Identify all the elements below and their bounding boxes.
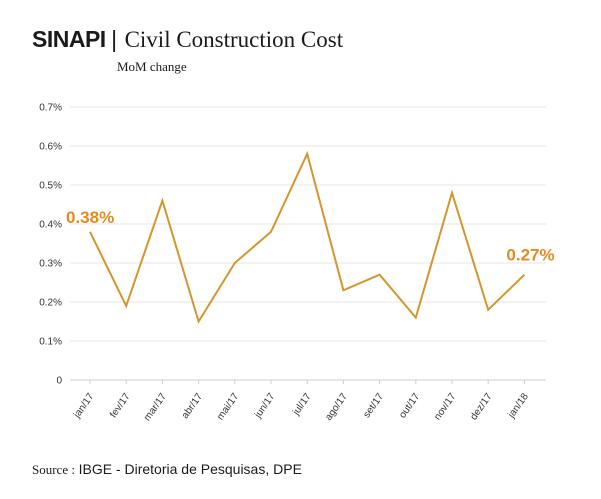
x-tick-label: jan/18 bbox=[506, 391, 531, 421]
data-point bbox=[89, 231, 91, 233]
data-point bbox=[487, 309, 489, 311]
x-tick-label: jul/17 bbox=[290, 391, 314, 418]
x-tick-label: ago/17 bbox=[323, 391, 350, 423]
source-note: Source : IBGE - Diretoria de Pesquisas, … bbox=[32, 461, 302, 478]
data-point bbox=[125, 305, 127, 307]
x-tick-label: jun/17 bbox=[252, 391, 277, 421]
y-tick-label: 0.1% bbox=[39, 337, 62, 348]
last-value-callout: 0.27% bbox=[506, 246, 554, 265]
y-tick-label: 0.3% bbox=[39, 259, 62, 270]
x-tick-label: mai/17 bbox=[215, 391, 241, 422]
first-value-callout: 0.38% bbox=[66, 208, 114, 227]
y-tick-label: 0.7% bbox=[39, 103, 62, 114]
chart-title: SINAPI | Civil Construction Cost bbox=[32, 26, 343, 53]
data-point bbox=[234, 262, 236, 264]
y-tick-label: 0.4% bbox=[39, 220, 62, 231]
y-tick-label: 0.5% bbox=[39, 181, 62, 192]
x-tick-label: fev/17 bbox=[108, 391, 133, 420]
x-tick-label: nov/17 bbox=[432, 391, 458, 422]
data-point bbox=[342, 289, 344, 291]
x-tick-label: mar/17 bbox=[142, 391, 169, 423]
series-line bbox=[89, 150, 526, 324]
data-point bbox=[270, 231, 272, 233]
data-point bbox=[306, 153, 308, 155]
title-text: Civil Construction Cost bbox=[124, 27, 344, 52]
data-point bbox=[451, 192, 453, 194]
data-point bbox=[379, 274, 381, 276]
data-point bbox=[161, 200, 163, 202]
data-point bbox=[415, 317, 417, 319]
data-point bbox=[523, 274, 525, 276]
title-brand: SINAPI bbox=[32, 26, 106, 52]
title-separator: | bbox=[111, 26, 118, 52]
x-tick-label: abr/17 bbox=[180, 391, 206, 421]
data-point bbox=[198, 321, 200, 323]
x-tick-label: jan/17 bbox=[71, 391, 96, 421]
y-tick-label: 0.6% bbox=[39, 142, 62, 153]
y-tick-label: 0 bbox=[56, 376, 62, 387]
x-tick-label: set/17 bbox=[361, 391, 386, 420]
source-text: IBGE - Diretoria de Pesquisas, DPE bbox=[78, 461, 302, 477]
y-tick-label: 0.2% bbox=[39, 298, 62, 309]
source-label: Source : bbox=[32, 462, 75, 477]
chart-subtitle: MoM change bbox=[117, 59, 187, 74]
x-tick-label: dez/17 bbox=[468, 391, 494, 422]
x-tick-label: out/17 bbox=[397, 391, 422, 420]
